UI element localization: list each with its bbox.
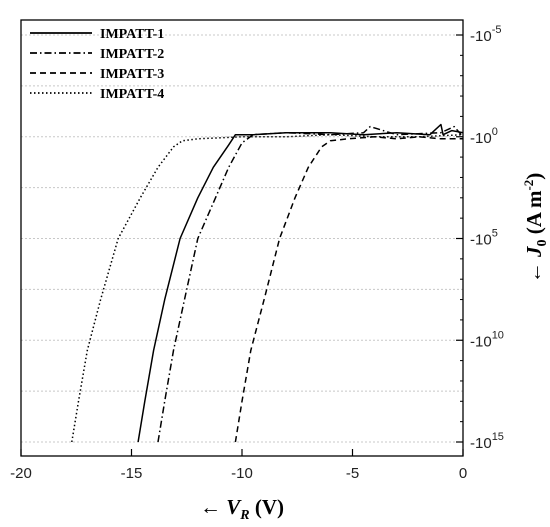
y-axis-ticks: -10-5 -100 -105 -1010 -1015 bbox=[456, 24, 504, 452]
y-tick-label: -105 bbox=[470, 228, 498, 249]
grid-lines bbox=[21, 34, 463, 443]
legend-label: IMPATT-1 bbox=[100, 27, 164, 42]
series-line-impatt-2 bbox=[157, 125, 464, 443]
x-tick-label: -20 bbox=[10, 465, 32, 482]
y-tick-exponent: 5 bbox=[492, 228, 498, 240]
x-tick-label: -15 bbox=[121, 465, 143, 482]
legend: IMPATT-1 IMPATT-2 IMPATT-3 IMPATT-4 bbox=[30, 27, 164, 102]
y-axis-title: ← J0 (A m-2) bbox=[521, 173, 550, 284]
y-tick-label: -1015 bbox=[470, 431, 504, 452]
series-line-impatt-4 bbox=[71, 133, 464, 443]
y-tick-label: -100 bbox=[470, 126, 498, 147]
series-line-impatt-1 bbox=[137, 123, 464, 443]
y-tick-exponent: 10 bbox=[492, 329, 504, 341]
legend-label: IMPATT-4 bbox=[100, 87, 164, 102]
y-tick-exponent: -5 bbox=[492, 24, 502, 36]
x-axis-title-text: ← VR (V) bbox=[200, 495, 284, 523]
x-axis-title: ← VR (V) bbox=[200, 495, 284, 523]
y-tick-exponent: 15 bbox=[492, 431, 504, 443]
y-tick-label: -10-5 bbox=[470, 24, 501, 45]
x-tick-label: -5 bbox=[346, 465, 359, 482]
legend-label: IMPATT-3 bbox=[100, 67, 164, 82]
y-tick-exponent: 0 bbox=[492, 126, 498, 138]
x-axis-ticks: -20 -15 -10 -5 0 bbox=[10, 449, 467, 482]
y-axis-title-text: ← J0 (A m-2) bbox=[521, 173, 550, 284]
y-tick-label: -1010 bbox=[470, 329, 504, 350]
legend-label: IMPATT-2 bbox=[100, 47, 164, 62]
x-tick-label: -10 bbox=[231, 465, 253, 482]
x-tick-label: 0 bbox=[459, 465, 467, 482]
series-lines bbox=[71, 123, 464, 443]
